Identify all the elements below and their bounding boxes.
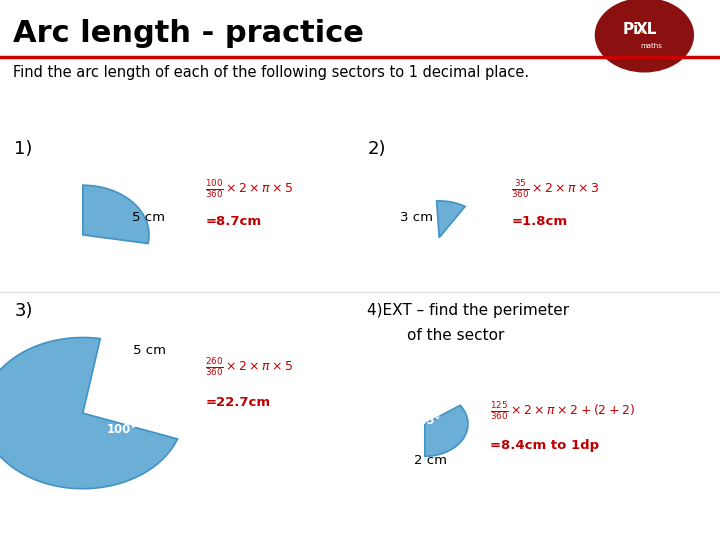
- Text: $\frac{100}{360}\times 2\times\pi\times 5$: $\frac{100}{360}\times 2\times\pi\times …: [205, 178, 294, 200]
- Text: of the sector: of the sector: [407, 328, 504, 343]
- Text: XL: XL: [636, 22, 657, 37]
- Text: 3): 3): [14, 301, 33, 320]
- Text: 5 cm: 5 cm: [132, 211, 165, 224]
- Circle shape: [595, 0, 693, 72]
- Text: 3 cm: 3 cm: [400, 211, 433, 224]
- Text: 5 cm: 5 cm: [133, 345, 166, 357]
- Text: 2 cm: 2 cm: [414, 454, 447, 467]
- Text: 35°: 35°: [448, 238, 470, 251]
- Text: 100°: 100°: [107, 423, 137, 436]
- Wedge shape: [425, 406, 468, 456]
- Text: Pi: Pi: [622, 22, 639, 37]
- Text: 100°: 100°: [66, 250, 96, 263]
- Text: Arc length - practice: Arc length - practice: [13, 19, 364, 48]
- Text: maths: maths: [641, 43, 662, 49]
- Text: =8.7cm: =8.7cm: [205, 215, 261, 228]
- Text: $\frac{125}{360}\times 2\times\pi\times 2+(2+2)$: $\frac{125}{360}\times 2\times\pi\times …: [490, 401, 634, 422]
- Text: =22.7cm: =22.7cm: [205, 396, 270, 409]
- Wedge shape: [0, 338, 178, 489]
- Text: 125°: 125°: [410, 414, 441, 427]
- Text: $\frac{260}{360}\times 2\times\pi\times 5$: $\frac{260}{360}\times 2\times\pi\times …: [205, 356, 294, 378]
- Text: =1.8cm: =1.8cm: [511, 215, 567, 228]
- Text: =8.4cm to 1dp: =8.4cm to 1dp: [490, 439, 599, 452]
- Text: 1): 1): [14, 139, 33, 158]
- Text: .: .: [640, 23, 644, 36]
- Text: 2): 2): [367, 139, 386, 158]
- Text: 4)EXT – find the perimeter: 4)EXT – find the perimeter: [367, 303, 570, 318]
- Wedge shape: [83, 185, 149, 244]
- Wedge shape: [436, 201, 465, 238]
- Text: $\frac{35}{360}\times 2\times\pi\times 3$: $\frac{35}{360}\times 2\times\pi\times 3…: [511, 178, 600, 200]
- Text: Find the arc length of each of the following sectors to 1 decimal place.: Find the arc length of each of the follo…: [13, 65, 529, 80]
